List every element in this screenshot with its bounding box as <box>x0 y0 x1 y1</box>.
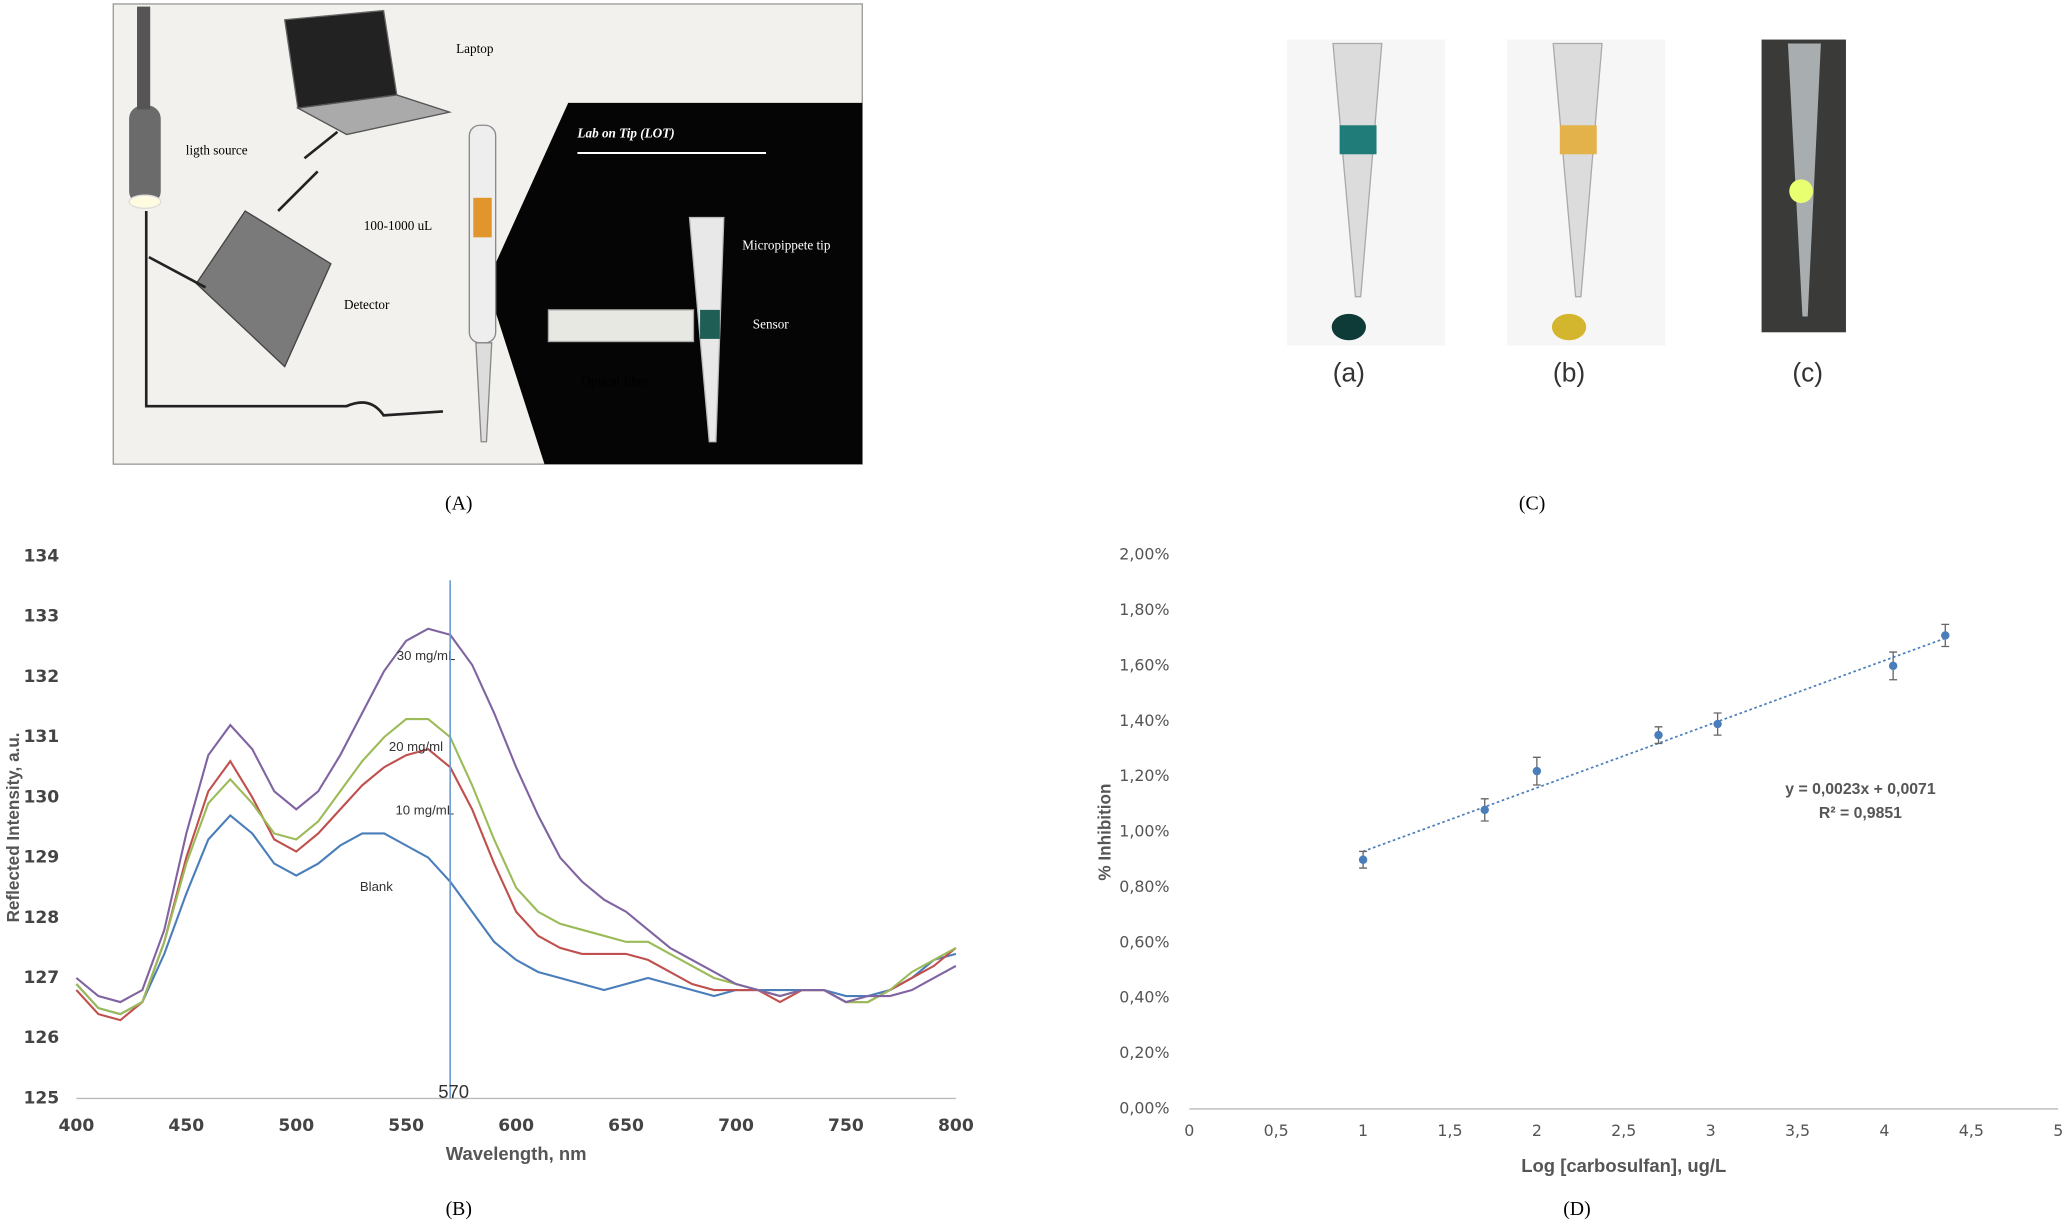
data-line <box>75 717 957 1016</box>
y-tick-label: 1,40% <box>1119 711 1169 730</box>
y-tick-label: 129 <box>23 848 59 868</box>
panel-caption: (D) <box>1563 1198 1590 1220</box>
data-point <box>1532 766 1542 776</box>
panel-caption: (C) <box>1519 493 1545 515</box>
y-tick-label: 134 <box>23 546 59 566</box>
series-label: 20 mg/ml <box>389 739 443 754</box>
y-tick-label: 1,60% <box>1119 655 1169 674</box>
y-tick-label: 130 <box>23 787 59 807</box>
y-tick-label: 0,00% <box>1119 1098 1169 1117</box>
x-tick-label: 3,5 <box>1785 1121 1810 1140</box>
photo-label: (b) <box>1553 357 1585 387</box>
diagram-label: Sensor <box>753 317 789 332</box>
color-dot <box>1331 313 1366 341</box>
series-label: 10 mg/mL <box>395 802 454 817</box>
diagram-title: Lab on Tip (LOT) <box>576 126 674 141</box>
x-tick-label: 5 <box>2053 1121 2063 1140</box>
x-tick-label: 1 <box>1358 1121 1368 1140</box>
y-tick-label: 0,20% <box>1119 1043 1169 1062</box>
x-tick-label: 700 <box>718 1116 754 1136</box>
x-tick-label: 4 <box>1879 1121 1889 1140</box>
y-tick-label: 0,80% <box>1119 877 1169 896</box>
series-label: Blank <box>360 879 393 894</box>
diagram-label: ligth source <box>186 143 248 158</box>
diagram-label: Micropippete tip <box>742 238 831 253</box>
x-tick-label: 800 <box>938 1116 974 1136</box>
y-axis-title: % Inhibition <box>1095 784 1115 881</box>
x-tick-label: 650 <box>608 1116 644 1136</box>
data-point <box>1941 631 1950 640</box>
y-tick-label: 133 <box>23 607 59 627</box>
sensor-spot <box>1559 125 1597 155</box>
laptop-screen <box>283 9 398 109</box>
photo-label: (a) <box>1333 357 1365 387</box>
y-tick-label: 2,00% <box>1119 545 1169 564</box>
equation: y = 0,0023x + 0,0071 <box>1785 781 1936 798</box>
y-tick-label: 132 <box>23 667 59 687</box>
data-point <box>1480 805 1489 815</box>
color-dot <box>1551 313 1587 341</box>
x-tick-label: 400 <box>58 1116 94 1136</box>
y-tick-label: 125 <box>23 1088 59 1108</box>
y-tick-label: 127 <box>23 968 59 988</box>
x-tick-label: 3 <box>1706 1121 1716 1140</box>
light-source <box>129 105 161 205</box>
light-glow <box>128 194 162 210</box>
x-tick-label: 550 <box>388 1116 424 1136</box>
x-tick-label: 4,5 <box>1959 1121 1984 1140</box>
data-point <box>1654 730 1663 740</box>
pipette-tip <box>475 342 493 443</box>
x-tick-label: 600 <box>498 1116 534 1136</box>
sensor-spot <box>1339 125 1377 155</box>
data-line <box>75 747 957 1022</box>
y-tick-label: 126 <box>23 1028 59 1048</box>
series-label: 30 mg/mL <box>397 648 456 663</box>
x-tick-label: 2 <box>1532 1121 1542 1140</box>
x-axis-title: Log [carbosulfan], ug/L <box>1521 1155 1726 1176</box>
y-tick-label: 131 <box>23 727 59 747</box>
tip <box>1332 42 1383 298</box>
photo-label: (c) <box>1792 357 1823 387</box>
data-line <box>75 813 957 1016</box>
y-tick-label: 1,80% <box>1119 600 1169 619</box>
tip <box>1552 42 1603 298</box>
glow <box>1789 179 1813 204</box>
x-tick-label: 450 <box>168 1116 204 1136</box>
r-squared: R² = 0,9851 <box>1819 805 1902 822</box>
x-axis-title: Wavelength, nm <box>446 1143 587 1164</box>
diagram-label: Detector <box>344 297 390 312</box>
y-tick-label: 1,20% <box>1119 766 1169 785</box>
sensor <box>700 309 720 339</box>
diagram-label: 100-1000 uL <box>364 218 432 233</box>
reference-label: 570 <box>438 1081 469 1102</box>
panel-caption: (A) <box>445 493 472 515</box>
x-tick-label: 1,5 <box>1437 1121 1462 1140</box>
y-tick-label: 128 <box>23 908 59 928</box>
diagram-label: Laptop <box>456 41 494 56</box>
optical-fibre <box>547 309 695 343</box>
data-point <box>1713 719 1722 729</box>
detector-box <box>195 210 332 368</box>
data-line <box>75 627 957 1004</box>
lot-background <box>486 102 863 465</box>
x-tick-label: 0,5 <box>1264 1121 1289 1140</box>
y-tick-label: 1,00% <box>1119 822 1169 841</box>
data-point <box>1888 661 1898 671</box>
diagram-label: Optical fibre <box>581 373 648 388</box>
y-axis-title: Reflected Intensity, a.u. <box>3 732 23 922</box>
x-tick-label: 750 <box>828 1116 864 1136</box>
y-tick-label: 0,40% <box>1119 988 1169 1007</box>
x-tick-label: 500 <box>278 1116 314 1136</box>
light-neck <box>137 6 151 110</box>
y-tick-label: 0,60% <box>1119 932 1169 951</box>
x-tick-label: 0 <box>1184 1121 1194 1140</box>
pipette-label <box>473 197 492 238</box>
panel-caption: (B) <box>446 1198 472 1220</box>
data-point <box>1358 855 1368 864</box>
cables <box>144 130 444 417</box>
laptop-base <box>295 94 453 136</box>
x-tick-label: 2,5 <box>1611 1121 1636 1140</box>
